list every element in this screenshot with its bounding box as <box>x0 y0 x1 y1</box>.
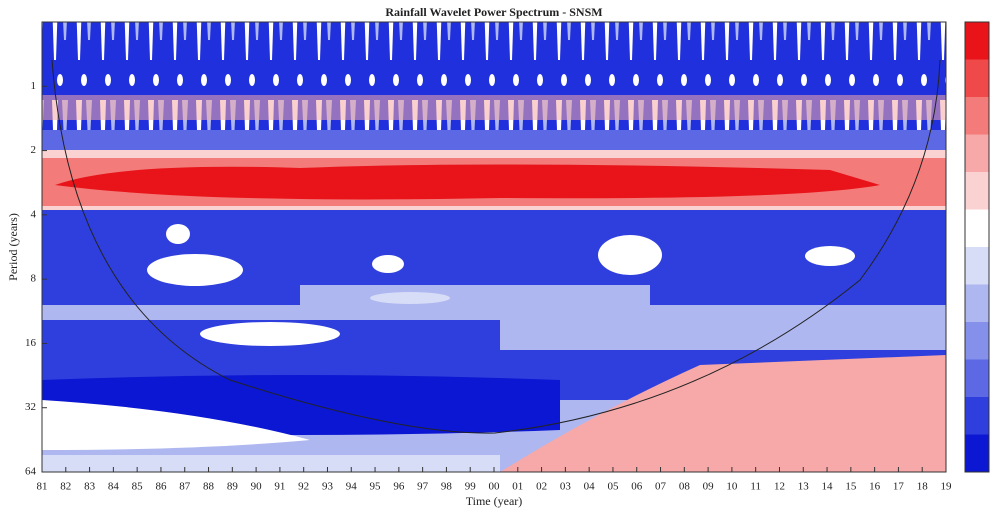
x-tick-label: 94 <box>346 481 358 493</box>
x-tick-label: 18 <box>917 481 929 493</box>
y-tick-label: 8 <box>31 273 37 285</box>
x-tick-label: 17 <box>893 481 905 493</box>
colorbar-swatch <box>965 322 989 360</box>
x-tick-label: 90 <box>251 481 263 493</box>
x-tick-label: 98 <box>441 481 453 493</box>
x-tick-label: 02 <box>536 481 547 493</box>
x-tick-label: 91 <box>274 481 285 493</box>
x-tick-label: 92 <box>298 481 309 493</box>
x-tick-label: 83 <box>84 481 96 493</box>
colorbar-swatch <box>965 97 989 135</box>
x-tick-label: 04 <box>584 481 596 493</box>
x-tick-label: 13 <box>798 481 810 493</box>
colorbar-swatch <box>965 172 989 210</box>
colorbar <box>964 21 990 473</box>
colorbar-swatch <box>965 247 989 285</box>
x-tick-label: 11 <box>750 481 761 493</box>
x-tick-label: 00 <box>489 481 501 493</box>
x-tick-label: 86 <box>155 481 167 493</box>
x-tick-label: 19 <box>941 481 953 493</box>
y-tick-label: 32 <box>25 401 36 413</box>
chart-title: Rainfall Wavelet Power Spectrum - SNSM <box>385 5 602 19</box>
x-tick-label: 01 <box>512 481 523 493</box>
colorbar-swatch <box>965 59 989 98</box>
y-axis-label: Period (years) <box>6 213 20 281</box>
x-axis-label: Time (year) <box>466 494 523 508</box>
x-tick-label: 12 <box>774 481 785 493</box>
x-tick-label: 15 <box>845 481 857 493</box>
x-tick-label: 81 <box>37 481 48 493</box>
x-tick-label: 89 <box>227 481 239 493</box>
x-tick-label: 03 <box>560 481 572 493</box>
x-tick-label: 82 <box>60 481 71 493</box>
x-tick-label: 97 <box>417 481 429 493</box>
x-tick-label: 16 <box>869 481 881 493</box>
colorbar-swatch <box>965 284 989 323</box>
x-tick-label: 08 <box>679 481 691 493</box>
x-tick-label: 84 <box>108 481 120 493</box>
y-tick-label: 16 <box>25 337 37 349</box>
x-tick-label: 96 <box>393 481 405 493</box>
x-tick-label: 85 <box>132 481 144 493</box>
colorbar-swatch <box>965 397 989 435</box>
x-tick-label: 07 <box>655 481 667 493</box>
x-tick-label: 88 <box>203 481 215 493</box>
contour-field <box>42 22 946 472</box>
y-tick-label: 4 <box>31 208 37 220</box>
y-tick-label: 1 <box>31 80 37 92</box>
x-tick-label: 09 <box>703 481 715 493</box>
y-tick-label: 2 <box>31 144 37 156</box>
x-tick-label: 87 <box>179 481 191 493</box>
colorbar-swatch <box>965 22 989 60</box>
y-tick-label: 64 <box>25 466 37 478</box>
x-tick-label: 95 <box>370 481 382 493</box>
colorbar-swatch <box>965 134 989 173</box>
colorbar-swatch <box>965 359 989 398</box>
x-tick-label: 99 <box>465 481 477 493</box>
x-tick-label: 93 <box>322 481 334 493</box>
x-tick-label: 05 <box>607 481 619 493</box>
colorbar-frame <box>964 21 990 473</box>
colorbar-swatch <box>965 434 989 473</box>
colorbar-swatch <box>965 209 989 248</box>
x-tick-label: 14 <box>822 481 834 493</box>
x-tick-label: 10 <box>726 481 738 493</box>
x-tick-label: 06 <box>631 481 643 493</box>
